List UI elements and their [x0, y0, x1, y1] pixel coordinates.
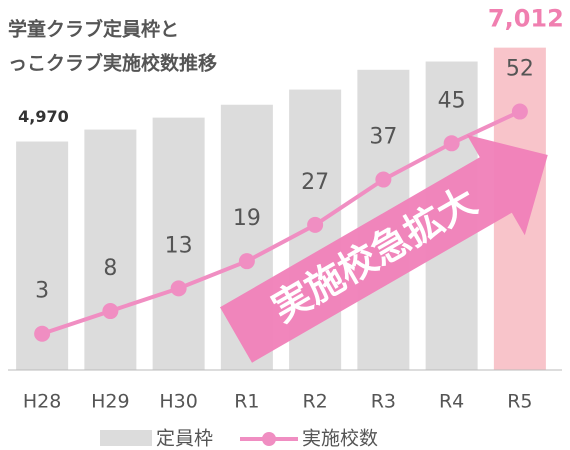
bar-value-label: 7,012: [488, 5, 564, 33]
chart-title: っこクラブ実施校数推移: [8, 52, 217, 75]
bar-value-label: 4,970: [18, 107, 69, 126]
legend-swatch: [100, 430, 152, 446]
x-tick-label: R1: [234, 391, 259, 413]
x-tick-label: H28: [23, 391, 61, 413]
line-value-label: 45: [438, 88, 466, 113]
line-value-label: 52: [506, 57, 534, 82]
line-value-label: 13: [165, 233, 193, 258]
legend-dot: [262, 432, 276, 446]
line-point: [375, 171, 392, 188]
legend-label: 実施校数: [302, 428, 378, 450]
line-point: [238, 253, 255, 270]
x-tick-label: R4: [439, 391, 464, 413]
line-point: [34, 325, 51, 342]
chart-title: 学童クラブ定員枠と: [8, 18, 179, 41]
bar: [152, 117, 205, 370]
x-tick-label: H30: [159, 391, 197, 413]
line-point: [307, 216, 324, 233]
line-point: [511, 103, 528, 120]
bar: [84, 129, 137, 370]
line-value-label: 3: [35, 279, 49, 304]
arrow-shape: [220, 134, 548, 363]
line-value-label: 19: [233, 206, 261, 231]
x-tick-label: R3: [371, 391, 396, 413]
line-value-label: 8: [103, 256, 117, 281]
x-tick-label: R5: [507, 391, 532, 413]
line-point: [170, 280, 187, 297]
line: [41, 109, 521, 336]
line-point: [102, 303, 119, 320]
x-tick-label: R2: [302, 391, 327, 413]
line-point: [443, 135, 460, 152]
line-value-label: 37: [369, 125, 397, 150]
line-value-label: 27: [301, 170, 329, 195]
legend-label: 定員枠: [156, 428, 213, 450]
x-tick-label: H29: [91, 391, 129, 413]
